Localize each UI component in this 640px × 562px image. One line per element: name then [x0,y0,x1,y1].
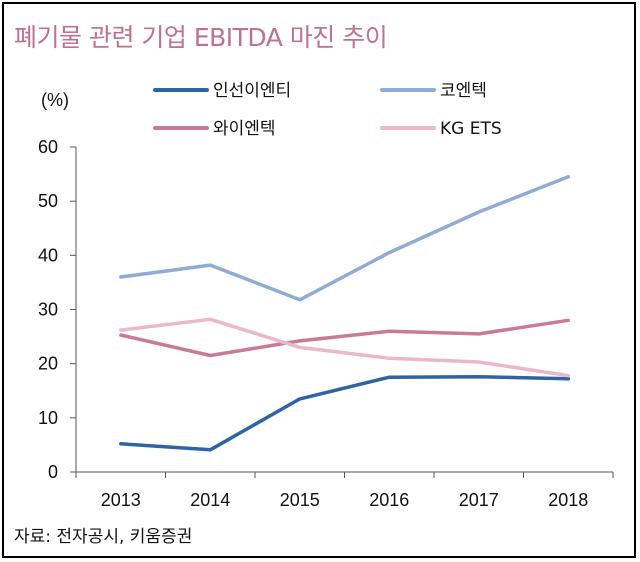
y-tick-label: 60 [38,137,58,157]
legend-label: 코엔텍 [440,81,487,101]
y-tick-label: 10 [38,408,58,428]
x-tick-label: 2015 [280,490,320,510]
y-axis-label: (%) [41,90,69,110]
x-tick-label: 2017 [459,490,499,510]
series-line-1 [119,374,571,452]
series-line-2 [119,175,571,302]
legend-label: 인선이엔티 [213,81,291,101]
y-tick-label: 20 [38,354,58,374]
y-tick-label: 0 [48,462,58,482]
y-tick-label: 50 [38,191,58,211]
legend-label: KG ETS [440,119,502,139]
legend-label: 와이엔텍 [213,119,276,139]
series-line-4 [119,317,571,378]
series-lines [119,175,571,452]
chart-title: 폐기물 관련 기업 EBITDA 마진 추이 [14,23,388,52]
series-line-3 [119,318,571,358]
y-tick-label: 40 [38,245,58,265]
axes: 0 10 20 30 40 50 60 2013 2014 2015 2016 2017 2018 [38,137,614,510]
x-tick-label: 2014 [190,490,230,510]
x-tick-label: 2013 [101,490,141,510]
x-tick-label: 2018 [548,490,588,510]
y-tick-label: 30 [38,300,58,320]
source-note: 자료: 전자공시, 키움증권 [14,527,193,547]
x-tick-label: 2016 [369,490,409,510]
